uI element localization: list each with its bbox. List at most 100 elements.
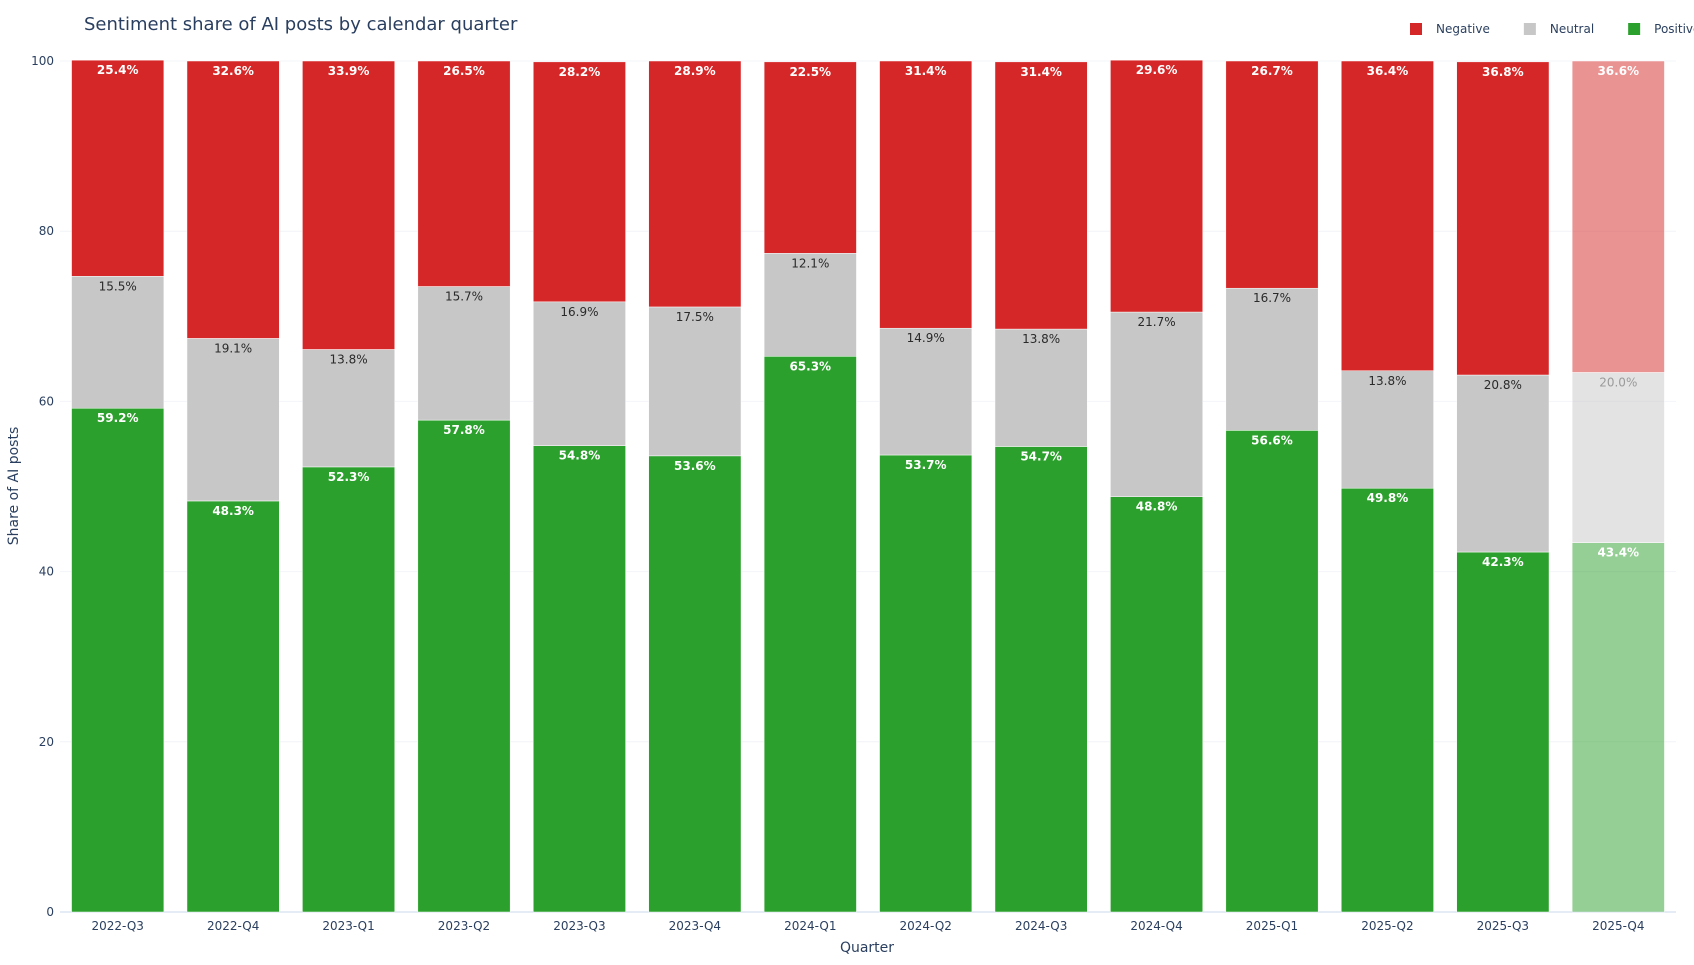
bar-group-2025-Q3: 42.3% 20.8% 36.8%: [1456, 61, 1550, 913]
y-tick-label: 80: [39, 224, 54, 238]
x-tick-label: 2025-Q1: [1246, 919, 1298, 933]
data-label-positive: 49.8%: [1367, 491, 1409, 505]
x-axis-title: Quarter: [840, 940, 894, 956]
data-label-positive: 48.8%: [1136, 500, 1178, 514]
bar-negative: [1341, 60, 1434, 372]
bar-positive: [994, 446, 1088, 913]
data-label-positive: 43.4%: [1597, 546, 1639, 560]
x-tick-label: 2023-Q4: [669, 919, 721, 933]
x-tick-label: 2025-Q3: [1477, 919, 1529, 933]
legend-label-negative: Negative: [1436, 22, 1490, 36]
data-label-neutral: 15.5%: [99, 279, 137, 293]
legend-swatch-neutral: [1523, 23, 1536, 35]
bar-negative: [1110, 59, 1203, 313]
legend-swatch-negative: [1410, 23, 1422, 35]
legend: Negative Neutral Positive: [1410, 22, 1694, 36]
bar-negative: [71, 59, 165, 277]
bar-positive: [763, 356, 857, 913]
bar-neutral: [1456, 374, 1550, 553]
bar-negative: [763, 61, 857, 254]
bar-neutral: [302, 349, 395, 468]
data-label-neutral: 21.7%: [1138, 315, 1176, 329]
bar-positive: [533, 445, 626, 913]
x-tick-label: 2025-Q4: [1592, 919, 1644, 933]
data-label-positive: 52.3%: [328, 470, 370, 484]
bar-positive: [879, 454, 973, 913]
bar-group-2025-Q2: 49.8% 13.8% 36.4%: [1341, 60, 1434, 913]
x-tick-label: 2022-Q3: [92, 919, 144, 933]
data-label-neutral: 19.1%: [214, 341, 252, 355]
y-tick-label: 20: [39, 735, 54, 749]
data-label-neutral: 13.8%: [330, 352, 368, 366]
bar-negative: [186, 60, 280, 339]
bar-positive: [417, 419, 511, 913]
data-label-negative: 28.2%: [559, 65, 601, 79]
x-tick-label: 2023-Q2: [438, 919, 490, 933]
x-tick-label: 2024-Q4: [1130, 919, 1182, 933]
bar-group-2023-Q3: 54.8% 16.9% 28.2%: [533, 61, 626, 913]
data-label-positive: 53.6%: [674, 459, 716, 473]
bar-negative: [1456, 61, 1550, 376]
data-label-negative: 36.8%: [1482, 65, 1524, 79]
x-tick-label: 2024-Q2: [900, 919, 952, 933]
bar-neutral: [1571, 372, 1665, 543]
bar-group-2023-Q4: 53.6% 17.5% 28.9%: [648, 60, 742, 913]
bar-positive: [648, 455, 742, 913]
bar-positive: [1110, 496, 1203, 913]
data-label-negative: 26.5%: [443, 64, 485, 78]
bar-group-2025-Q1: 56.6% 16.7% 26.7%: [1225, 60, 1319, 913]
bar-neutral: [417, 286, 511, 421]
data-label-neutral: 20.8%: [1484, 378, 1522, 392]
data-label-positive: 54.8%: [559, 449, 601, 463]
data-label-negative: 31.4%: [905, 64, 947, 78]
bar-neutral: [533, 301, 626, 446]
data-label-negative: 28.9%: [674, 64, 716, 78]
data-label-neutral: 13.8%: [1022, 332, 1060, 346]
data-label-positive: 56.6%: [1251, 433, 1293, 447]
bar-positive: [1225, 430, 1319, 913]
bar-neutral: [648, 306, 742, 457]
y-axis-ticks: 0 20 40 60 80 100: [31, 54, 54, 919]
data-label-neutral: 13.8%: [1368, 374, 1406, 388]
bar-positive: [1341, 487, 1434, 913]
bar-group-2022-Q3: 59.2% 15.5% 25.4%: [71, 59, 165, 913]
data-label-positive: 53.7%: [905, 458, 947, 472]
legend-label-positive: Positive: [1654, 22, 1694, 36]
y-tick-label: 40: [39, 565, 54, 579]
bar-positive: [71, 407, 165, 913]
bar-positive: [186, 500, 280, 913]
legend-label-neutral: Neutral: [1550, 22, 1594, 36]
y-tick-label: 0: [46, 905, 54, 919]
bar-group-2024-Q2: 53.7% 14.9% 31.4%: [879, 60, 973, 913]
bar-negative: [994, 61, 1088, 330]
data-label-neutral: 16.7%: [1253, 291, 1291, 305]
bar-negative: [417, 60, 511, 287]
bar-neutral: [71, 276, 165, 409]
data-label-negative: 25.4%: [97, 63, 139, 77]
y-tick-label: 100: [31, 54, 54, 68]
data-label-neutral: 20.0%: [1599, 375, 1637, 389]
x-tick-label: 2024-Q3: [1015, 919, 1067, 933]
x-tick-label: 2023-Q1: [322, 919, 374, 933]
data-label-neutral: 15.7%: [445, 290, 483, 304]
bar-positive: [1456, 551, 1550, 913]
data-label-positive: 59.2%: [97, 411, 139, 425]
bar-negative: [1225, 60, 1319, 289]
chart-title: Sentiment share of AI posts by calendar …: [84, 14, 518, 35]
data-label-negative: 33.9%: [328, 64, 370, 78]
data-label-negative: 29.6%: [1136, 63, 1178, 77]
bar-neutral: [186, 338, 280, 502]
bar-neutral: [1341, 370, 1434, 489]
data-label-negative: 26.7%: [1251, 64, 1293, 78]
bar-neutral: [763, 253, 857, 357]
bar-neutral: [994, 328, 1088, 447]
bar-neutral: [1225, 287, 1319, 431]
legend-swatch-positive: [1628, 23, 1641, 35]
bar-negative: [302, 60, 395, 350]
data-label-neutral: 12.1%: [791, 256, 829, 270]
data-label-positive: 65.3%: [789, 359, 831, 373]
bar-neutral: [1110, 311, 1203, 497]
data-label-positive: 54.7%: [1020, 450, 1062, 464]
data-label-negative: 36.4%: [1367, 64, 1409, 78]
